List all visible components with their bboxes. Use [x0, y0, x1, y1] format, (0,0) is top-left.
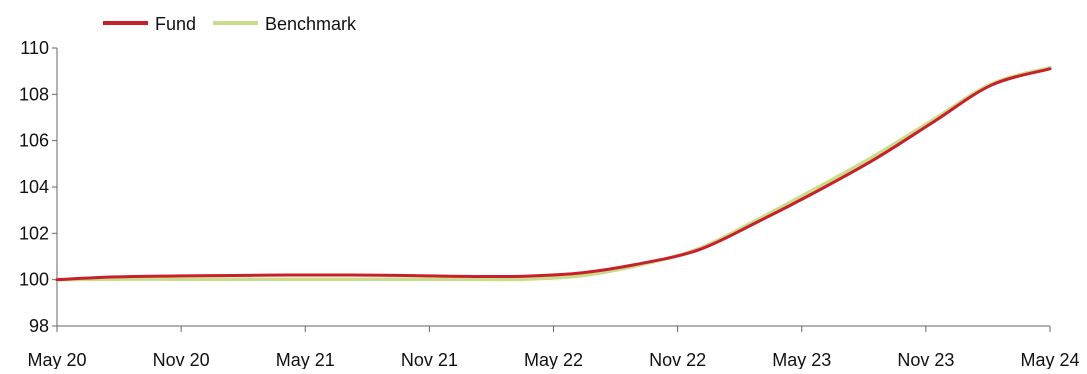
legend-label-benchmark: Benchmark [265, 14, 357, 34]
y-tick-label: 106 [19, 131, 49, 151]
y-tick-label: 108 [19, 84, 49, 104]
x-tick-label: Nov 21 [401, 350, 458, 369]
series-line-fund [55, 67, 1052, 282]
y-tick-label: 104 [19, 177, 49, 197]
y-tick-label: 98 [29, 316, 49, 336]
x-tick-label: May 24 [1020, 350, 1079, 369]
y-tick-label: 102 [19, 223, 49, 243]
y-tick-label: 100 [19, 270, 49, 290]
y-tick-label: 110 [20, 38, 49, 58]
x-tick-label: May 22 [524, 350, 583, 369]
x-tick-label: Nov 23 [897, 350, 954, 369]
x-tick-label: Nov 22 [649, 350, 706, 369]
x-tick-label: Nov 20 [153, 350, 210, 369]
legend: Fund Benchmark [103, 14, 357, 34]
x-tick-label: May 21 [276, 350, 335, 369]
x-tick-label: May 23 [772, 350, 831, 369]
series-layer [55, 65, 1052, 282]
series-line-benchmark [55, 65, 1052, 282]
axes: 98 100 102 104 106 108 110 May 20 Nov 20 May 21 No… [19, 38, 1080, 370]
x-tick-label: May 20 [27, 350, 86, 369]
legend-label-fund: Fund [155, 14, 196, 34]
